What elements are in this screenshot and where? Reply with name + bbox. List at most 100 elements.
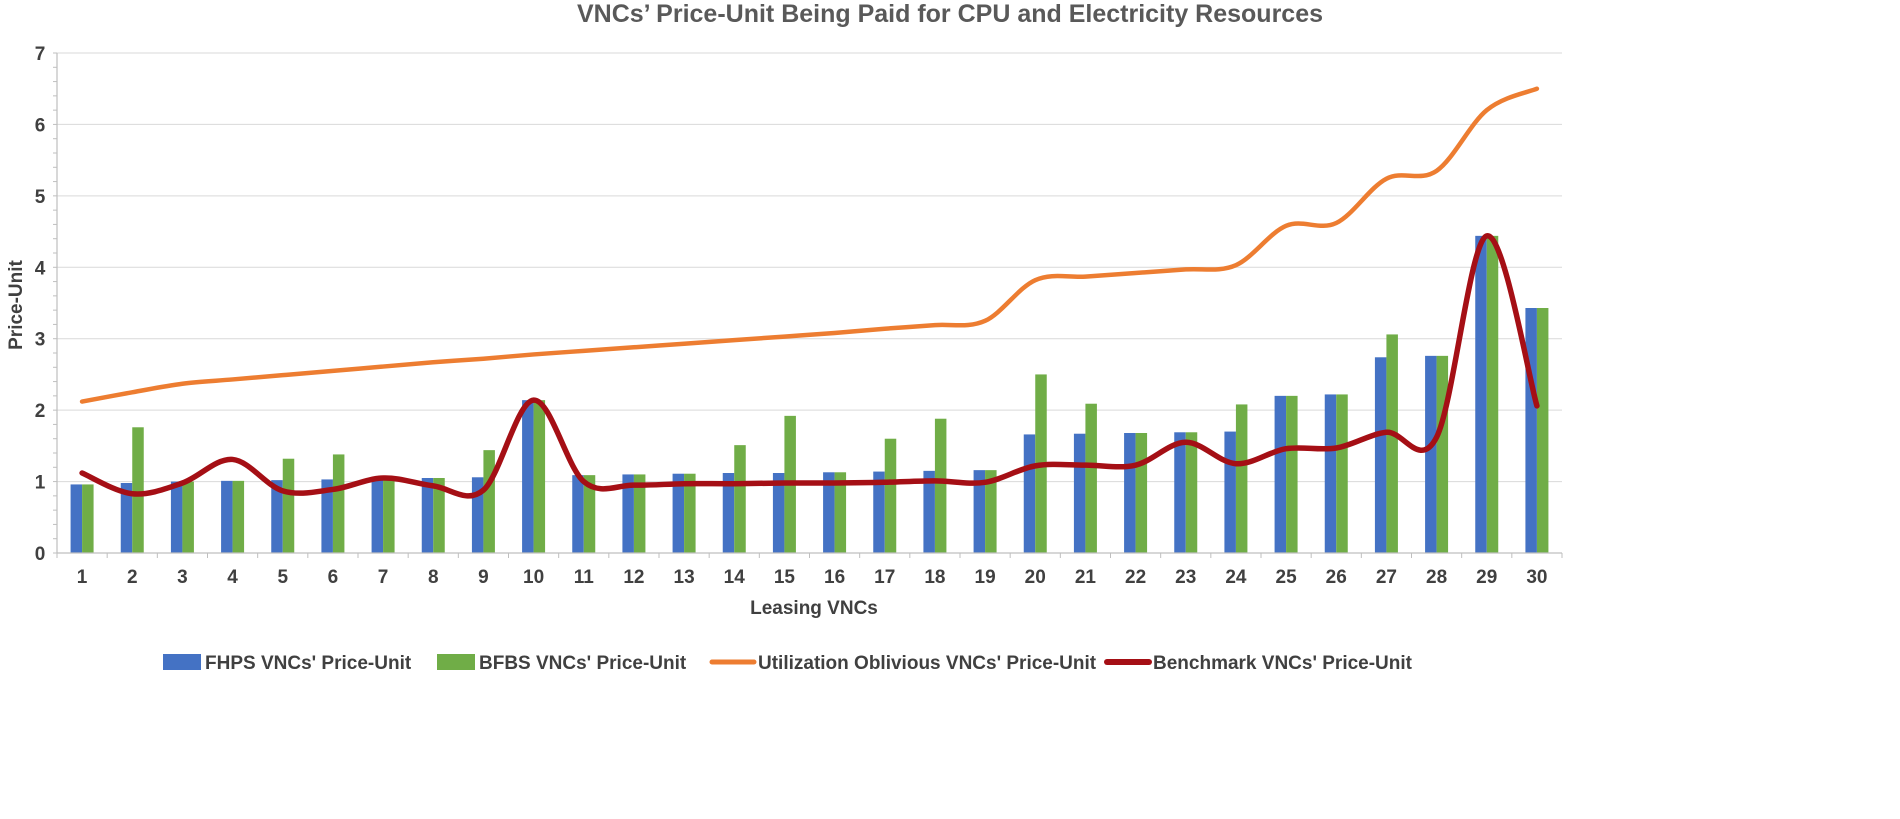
bar-bfbs: [884, 438, 897, 553]
x-tick-label: 15: [774, 567, 796, 588]
bar-fhps: [70, 484, 83, 553]
bar-series: [70, 235, 1549, 553]
y-tick-label: 3: [35, 330, 46, 351]
legend-label: FHPS VNCs' Price-Unit: [205, 653, 412, 674]
bar-bfbs: [1085, 403, 1097, 553]
bar-fhps: [120, 483, 133, 553]
legend-label: BFBS VNCs' Price-Unit: [479, 653, 687, 674]
x-tick-label: 29: [1476, 567, 1497, 588]
bar-fhps: [221, 480, 233, 553]
bar-bfbs: [1185, 432, 1198, 553]
x-tick-label: 7: [378, 567, 389, 588]
bar-fhps: [1475, 235, 1487, 553]
bar-bfbs: [684, 473, 696, 553]
x-tick-label: 22: [1125, 567, 1146, 588]
bar-bfbs: [182, 481, 194, 553]
bar-bfbs: [834, 472, 847, 553]
x-tick-label: 21: [1075, 567, 1097, 588]
bar-fhps: [1224, 431, 1236, 553]
x-tick-label: 3: [177, 567, 188, 588]
y-tick-label: 0: [35, 544, 46, 565]
x-tick-label: 6: [328, 567, 339, 588]
bar-bfbs: [1286, 395, 1298, 553]
y-tick-label: 1: [35, 473, 46, 494]
bar-bfbs: [734, 445, 746, 553]
legend: FHPS VNCs' Price-Unit BFBS VNCs' Price-Un…: [163, 653, 1413, 674]
bar-fhps: [973, 470, 986, 553]
x-tick-label: 25: [1276, 567, 1298, 588]
x-tick-label: 8: [428, 567, 439, 588]
bar-bfbs: [383, 478, 395, 553]
x-tick-label: 10: [523, 567, 544, 588]
y-tick-label: 5: [35, 187, 46, 208]
y-axis-title: Price-Unit: [6, 259, 27, 349]
bar-fhps: [1023, 434, 1036, 553]
x-tick-label: 11: [574, 567, 595, 588]
x-tick-label: 1: [77, 567, 88, 588]
x-tick-label: 12: [623, 567, 644, 588]
bar-fhps: [873, 471, 885, 553]
bar-fhps: [572, 475, 584, 553]
bar-bfbs: [232, 480, 245, 553]
bar-fhps: [371, 478, 384, 553]
bar-bfbs: [1336, 394, 1348, 553]
x-tick-label: 2: [127, 567, 138, 588]
y-tick-label: 6: [35, 115, 46, 136]
legend-swatch: [163, 654, 201, 670]
bar-fhps: [321, 479, 333, 553]
bar-fhps: [1174, 432, 1186, 553]
bar-fhps: [722, 473, 735, 553]
x-tick-label: 18: [924, 567, 945, 588]
bar-fhps: [1073, 433, 1086, 553]
x-tick-label: 24: [1225, 567, 1247, 588]
x-tick-label: 27: [1376, 567, 1397, 588]
y-tick-label: 4: [35, 258, 46, 279]
bar-bfbs: [132, 427, 144, 553]
legend-swatch: [437, 654, 475, 670]
bar-bfbs: [82, 484, 94, 553]
x-tick-label: 13: [674, 567, 695, 588]
bar-fhps: [923, 470, 935, 553]
bar-fhps: [421, 478, 434, 553]
benchmark-line: [79, 233, 1540, 499]
x-tick-label: 26: [1326, 567, 1347, 588]
bar-fhps: [1324, 394, 1337, 553]
y-tick-label: 7: [35, 44, 46, 65]
bar-bfbs: [1486, 235, 1499, 553]
bar-fhps: [1525, 308, 1537, 553]
bar-fhps: [622, 474, 634, 553]
x-tick-label: 19: [975, 567, 996, 588]
bar-bfbs: [1386, 334, 1398, 553]
bar-bfbs: [1436, 355, 1449, 553]
bar-bfbs: [433, 478, 445, 553]
bar-bfbs: [533, 400, 546, 553]
bar-bfbs: [483, 450, 495, 553]
bar-fhps: [1274, 395, 1287, 553]
utilization-oblivious-line: [79, 86, 1540, 404]
bar-bfbs: [633, 474, 646, 553]
bar-bfbs: [934, 418, 947, 553]
bar-fhps: [823, 472, 835, 553]
x-tick-label: 20: [1025, 567, 1046, 588]
bar-bfbs: [282, 458, 295, 553]
x-tick-label: 5: [277, 567, 288, 588]
bar-bfbs: [985, 470, 997, 553]
x-axis-title: Leasing VNCs: [750, 598, 878, 619]
bar-fhps: [522, 400, 534, 553]
bar-fhps: [170, 481, 183, 553]
bar-bfbs: [1135, 433, 1148, 553]
x-tick-label: 17: [874, 567, 895, 588]
bar-fhps: [1124, 433, 1136, 553]
bar-bfbs: [332, 454, 345, 553]
x-tick-label: 14: [724, 567, 746, 588]
bar-fhps: [772, 473, 785, 553]
gridlines: [57, 52, 1562, 483]
legend-label: Benchmark VNCs' Price-Unit: [1153, 653, 1413, 674]
bar-bfbs: [1536, 308, 1549, 553]
bar-fhps: [471, 477, 484, 553]
x-tick-label: 23: [1175, 567, 1196, 588]
bar-bfbs: [583, 475, 596, 553]
x-tick-label: 9: [478, 567, 489, 588]
